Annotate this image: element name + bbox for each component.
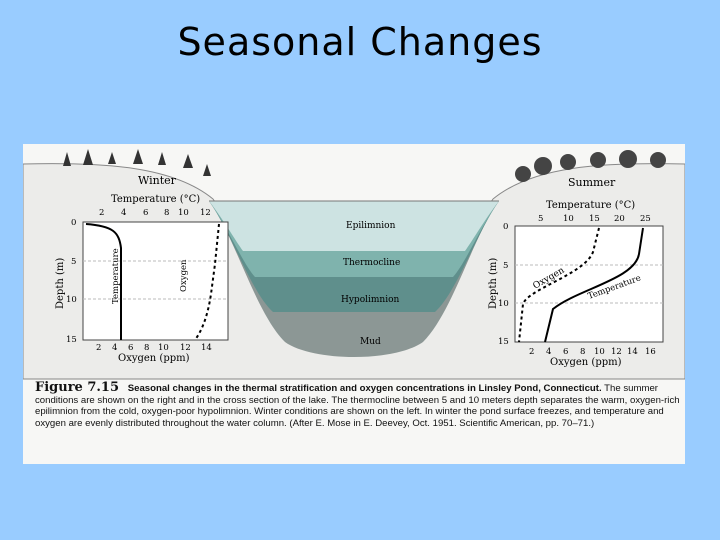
tick: 12 xyxy=(611,347,622,357)
tick: 6 xyxy=(563,347,568,357)
caption-heading: Seasonal changes in the thermal stratifi… xyxy=(127,383,602,394)
thermocline-label: Thermocline xyxy=(343,258,400,268)
tick: 14 xyxy=(627,347,638,357)
tick: 12 xyxy=(200,208,211,218)
summer-label: Summer xyxy=(568,176,616,189)
tick: 15 xyxy=(589,214,600,224)
figure-caption: Figure 7.15 Seasonal changes in the ther… xyxy=(35,380,680,429)
slide-title: Seasonal Changes xyxy=(177,20,543,64)
tick: 12 xyxy=(180,343,191,353)
figure-number: Figure 7.15 xyxy=(35,380,120,395)
mud-label: Mud xyxy=(360,337,381,347)
tick: 0 xyxy=(71,218,76,228)
tick: 20 xyxy=(614,214,625,224)
epilimnion-layer xyxy=(209,201,499,251)
summer-plot-frame xyxy=(514,225,664,343)
summer-depth-ticks: 0 5 10 15 xyxy=(498,222,509,347)
tick: 4 xyxy=(546,347,551,357)
lake-figure: Winter Summer Temperature (°C) 2 4 6 8 1… xyxy=(23,144,685,464)
tick: 15 xyxy=(498,337,509,347)
tick: 10 xyxy=(498,299,509,309)
tick: 6 xyxy=(128,343,133,353)
tick: 16 xyxy=(645,347,656,357)
winter-depth-axis-title: Depth (m) xyxy=(55,258,66,309)
summer-depth-axis-title: Depth (m) xyxy=(488,258,499,309)
tick: 10 xyxy=(594,347,605,357)
winter-depth-ticks: 0 5 10 15 xyxy=(66,218,77,345)
summer-temp-ticks: 5 10 15 20 25 xyxy=(538,214,651,224)
tick: 10 xyxy=(158,343,169,353)
tick: 25 xyxy=(640,214,651,224)
tick: 2 xyxy=(96,343,101,353)
tick: 2 xyxy=(99,208,104,218)
summer-oxygen-ticks: 2 4 6 8 10 12 14 16 xyxy=(529,347,656,357)
tick: 2 xyxy=(529,347,534,357)
winter-plot-frame xyxy=(82,221,229,341)
epilimnion-label: Epilimnion xyxy=(346,221,396,231)
tick: 8 xyxy=(164,208,169,218)
tick: 5 xyxy=(71,257,76,267)
tick: 8 xyxy=(144,343,149,353)
winter-temperature-curve xyxy=(85,223,122,340)
tick: 4 xyxy=(112,343,117,353)
winter-temp-axis-title: Temperature (°C) xyxy=(111,194,200,205)
summer-temperature-curve xyxy=(544,227,644,343)
tick: 10 xyxy=(178,208,189,218)
tick: 5 xyxy=(538,214,543,224)
winter-trees xyxy=(63,149,211,176)
tick: 14 xyxy=(201,343,212,353)
tick: 0 xyxy=(503,222,508,232)
tick: 5 xyxy=(503,261,508,271)
caption-body: The summer conditions are shown on the r… xyxy=(35,383,680,429)
hypolimnion-label: Hypolimnion xyxy=(341,295,399,305)
winter-label: Winter xyxy=(138,174,177,187)
tick: 15 xyxy=(66,335,77,345)
winter-temperature-label: Temperature xyxy=(111,248,121,304)
winter-oxygen-curve xyxy=(194,223,220,341)
tick: 6 xyxy=(143,208,148,218)
tick: 4 xyxy=(121,208,126,218)
tick: 8 xyxy=(580,347,585,357)
winter-oxygen-label: Oxygen xyxy=(179,259,189,292)
summer-temp-axis-title: Temperature (°C) xyxy=(546,200,635,211)
winter-oxygen-ticks: 2 4 6 8 10 12 14 xyxy=(96,343,212,353)
lake-diagram: Winter Summer Temperature (°C) 2 4 6 8 1… xyxy=(23,149,685,380)
summer-oxygen-axis-title: Oxygen (ppm) xyxy=(550,357,622,368)
tick: 10 xyxy=(66,295,77,305)
summer-trees xyxy=(515,150,666,182)
winter-temp-ticks: 2 4 6 8 10 12 xyxy=(99,208,211,218)
tick: 10 xyxy=(563,214,574,224)
winter-oxygen-axis-title: Oxygen (ppm) xyxy=(118,353,190,364)
